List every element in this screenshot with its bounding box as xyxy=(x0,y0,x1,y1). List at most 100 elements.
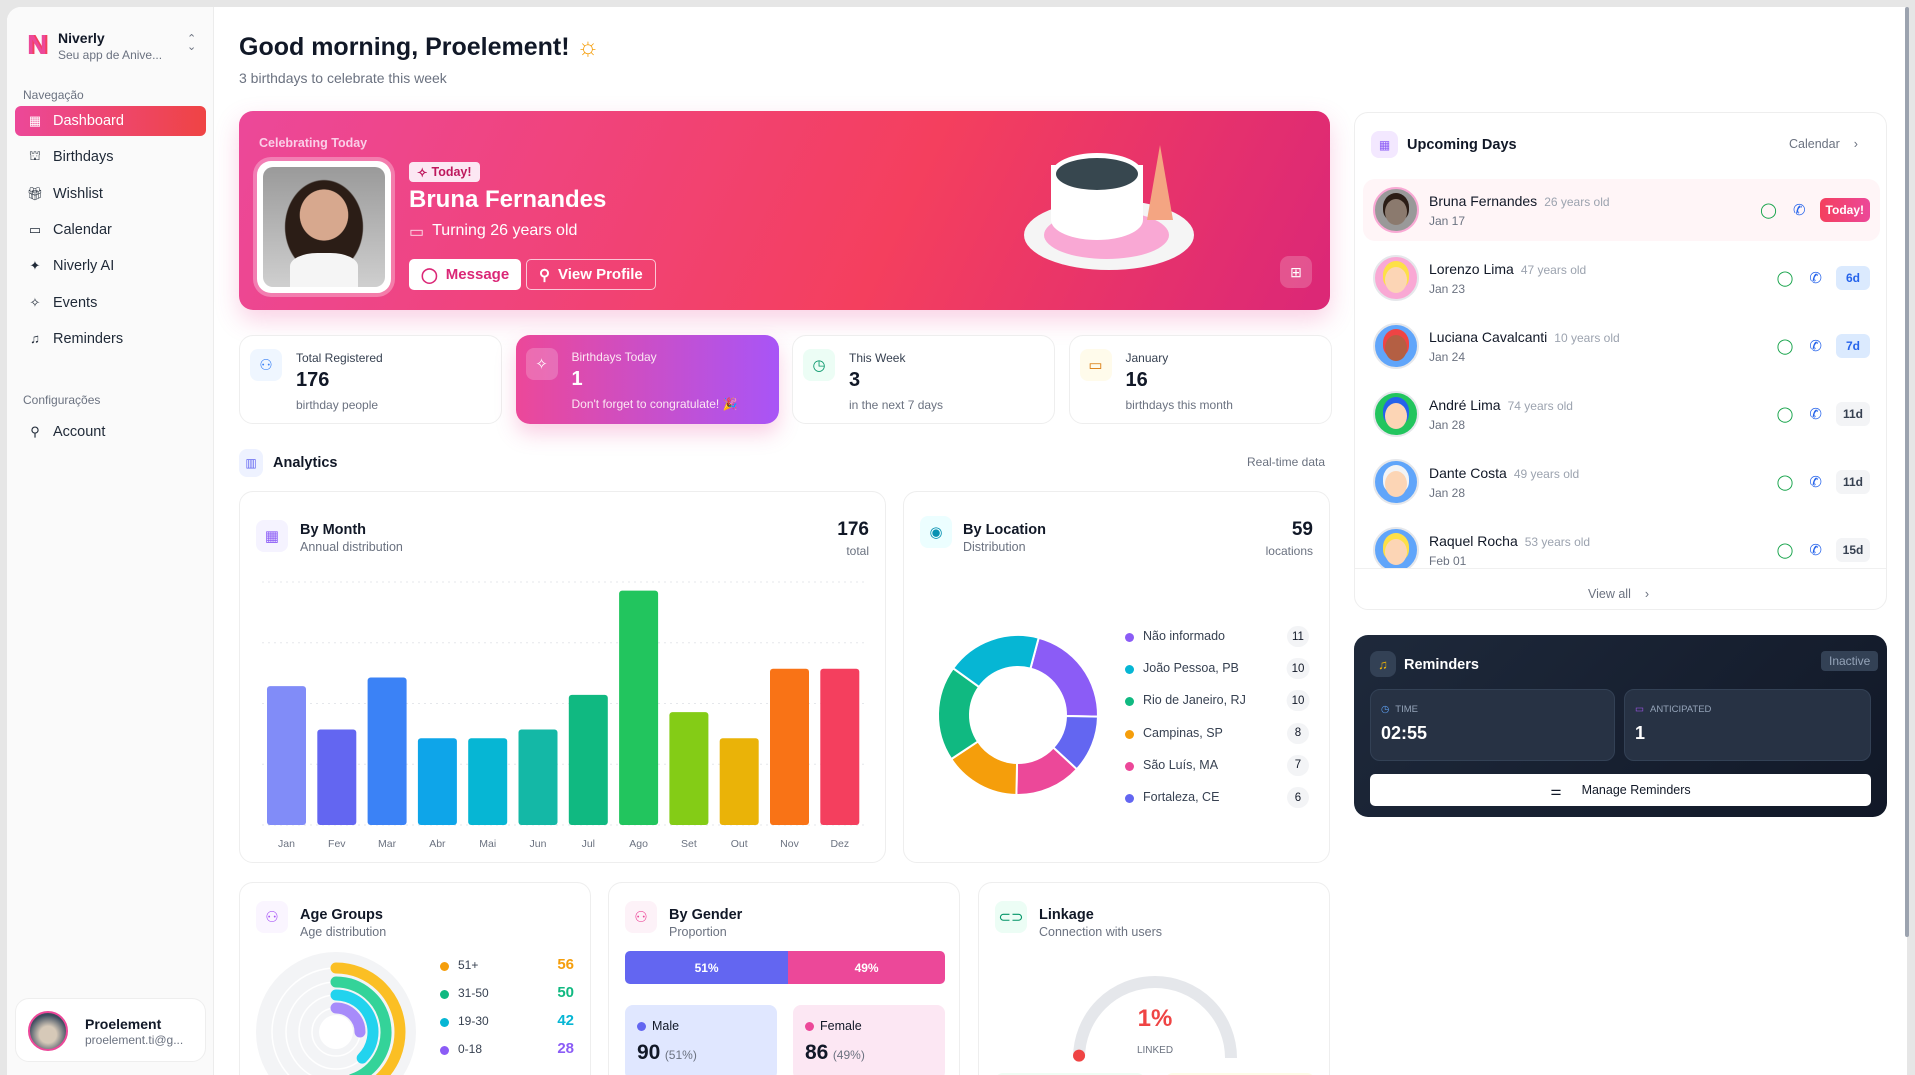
anticipated-stat: ▭ ANTICIPATED 1 xyxy=(1624,689,1871,761)
linked-stat xyxy=(995,1073,1145,1075)
grid-icon: ▦ xyxy=(28,113,42,128)
app-window: N Niverly Seu app de Anive... ⌃ ⌄ Navegaç… xyxy=(7,7,1907,1075)
avatar xyxy=(1373,323,1419,369)
legend-label: Campinas, SP xyxy=(1143,725,1223,740)
phone-icon[interactable]: ✆ xyxy=(1809,474,1822,491)
upcoming-list-item[interactable]: Bruna Fernandes 26 years old Jan 17 ◯ ✆ Today… xyxy=(1363,179,1880,241)
scrollbar[interactable] xyxy=(1905,7,1909,937)
sidebar-item-wishlist[interactable]: 🎁︎ Wishlist xyxy=(15,179,206,209)
x-tick-label: Nov xyxy=(780,838,799,850)
person-date: Jan 17 xyxy=(1429,213,1466,228)
message-circle-icon[interactable]: ◯ xyxy=(1760,202,1777,219)
chart-subtitle: Distribution xyxy=(963,540,1026,554)
person-name: Dante Costa xyxy=(1429,464,1507,481)
person-age: 74 years old xyxy=(1507,398,1573,413)
manage-reminders-button[interactable]: ⚌ Manage Reminders xyxy=(1370,774,1871,806)
sidebar-item-birthdays[interactable]: ⛫ Birthdays xyxy=(15,142,206,172)
message-circle-icon[interactable]: ◯ xyxy=(1776,542,1794,559)
sidebar-item-niverly-ai[interactable]: ✦ Niverly AI xyxy=(15,251,206,281)
chart-title: Age Groups xyxy=(300,907,383,923)
bar-jan xyxy=(267,686,306,825)
chart-total: 176 xyxy=(837,519,869,540)
phone-icon[interactable]: ✆ xyxy=(1809,542,1822,559)
legend-dot xyxy=(440,1046,449,1055)
upcoming-list-item[interactable]: Luciana Cavalcanti 10 years old Jan 24 ◯ ✆ 7d xyxy=(1363,315,1880,377)
user-icon: ⚲ xyxy=(30,424,40,439)
message-circle-icon[interactable]: ◯ xyxy=(1776,474,1794,491)
legend-dot xyxy=(1125,794,1134,803)
gift-icon[interactable]: ⊞ xyxy=(1280,256,1312,288)
legend-dot xyxy=(1125,633,1134,642)
avatar xyxy=(1373,255,1419,301)
days-until-badge: 6d xyxy=(1836,266,1870,290)
stat-value: 1 xyxy=(571,368,583,390)
legend-label: 19-30 xyxy=(458,1014,489,1028)
by-month-bar-chart: Jan Fev Mar Abr Mai Jun Jul Ago Set Out Nov Dez xyxy=(262,581,865,850)
avatar xyxy=(1373,391,1419,437)
nav-section-label: Navegação xyxy=(23,88,84,102)
sliders-icon: ⚌ xyxy=(1550,783,1562,798)
upcoming-list[interactable]: Bruna Fernandes 26 years old Jan 17 ◯ ✆ Today… xyxy=(1355,179,1886,568)
upcoming-days-card: ▦ Upcoming Days Calendar › Bruna Fernande… xyxy=(1354,112,1887,610)
chart-total-label: locations xyxy=(1265,544,1313,558)
upcoming-list-item[interactable]: Lorenzo Lima 47 years old Jan 23 ◯ ✆ 6d xyxy=(1363,247,1880,309)
avatar xyxy=(1373,459,1419,505)
x-tick-label: Dez xyxy=(830,838,849,850)
chart-subtitle: Annual distribution xyxy=(300,540,403,554)
upcoming-list-item[interactable]: André Lima 74 years old Jan 28 ◯ ✆ 11d xyxy=(1363,383,1880,445)
stat-label: January xyxy=(1125,351,1169,365)
workspace-switcher[interactable]: N Niverly Seu app de Anive... ⌃ ⌄ xyxy=(21,21,201,65)
person-name: Bruna Fernandes xyxy=(1429,192,1538,209)
linkage-card: ⊂⊃ Linkage Connection with users 1% LINK… xyxy=(978,882,1330,1075)
x-tick-label: Mai xyxy=(479,838,496,850)
users-icon: ⚇ xyxy=(250,349,282,381)
bar-nov xyxy=(770,668,809,825)
radial-bar-31-50 xyxy=(330,976,392,1075)
upcoming-list-item[interactable]: Dante Costa 49 years old Jan 28 ◯ ✆ 11d xyxy=(1363,451,1880,513)
legend-value: 42 xyxy=(557,1012,574,1029)
sidebar-item-label: Dashboard xyxy=(53,113,124,129)
message-button[interactable]: ◯ Message xyxy=(409,259,522,290)
user-profile-card[interactable]: Proelement proelement.ti@g... xyxy=(15,998,206,1062)
legend-label: 31-50 xyxy=(458,986,489,1000)
message-circle-icon[interactable]: ◯ xyxy=(1776,338,1794,355)
birthday-cake-illustration xyxy=(1019,145,1199,270)
phone-icon[interactable]: ✆ xyxy=(1809,338,1822,355)
legend-count: 11 xyxy=(1287,626,1309,647)
message-circle-icon: ◯ xyxy=(421,266,438,284)
message-circle-icon[interactable]: ◯ xyxy=(1776,406,1794,423)
party-popper-icon: ✧ xyxy=(417,165,428,180)
card-title: Upcoming Days xyxy=(1407,137,1517,153)
radial-bar-0-18 xyxy=(330,1002,366,1038)
avatar xyxy=(28,1011,68,1051)
sun-icon: ☼ xyxy=(576,33,600,61)
message-circle-icon[interactable]: ◯ xyxy=(1776,270,1794,287)
sidebar-item-label: Birthdays xyxy=(53,149,114,166)
legend-dot xyxy=(440,1018,449,1027)
gauge-track xyxy=(1073,976,1237,1059)
sidebar-item-calendar[interactable]: ▭ Calendar xyxy=(15,215,206,245)
view-profile-button[interactable]: ⚲ View Profile xyxy=(526,259,656,290)
sidebar-item-account[interactable]: ⚲ Account xyxy=(15,417,206,447)
celebrant-photo xyxy=(257,161,391,293)
stat-sub: birthdays this month xyxy=(1125,398,1233,412)
male-stat: Male 90 (51%) xyxy=(625,1005,777,1075)
legend-count: 10 xyxy=(1286,658,1310,680)
radial-bar-19-30 xyxy=(330,989,379,1064)
view-all-link[interactable]: View all › xyxy=(1588,587,1650,601)
female-stat: Female 86 (49%) xyxy=(793,1005,945,1075)
person-age: 10 years old xyxy=(1554,330,1620,345)
phone-icon[interactable]: ✆ xyxy=(1809,406,1822,423)
stat-sub: birthday people xyxy=(296,398,379,412)
calendar-link[interactable]: Calendar › xyxy=(1789,137,1858,151)
linkage-gauge xyxy=(1073,976,1237,1062)
phone-icon[interactable]: ✆ xyxy=(1809,270,1822,287)
sidebar-item-events[interactable]: ✧ Events xyxy=(15,288,206,318)
sidebar-item-reminders[interactable]: ♫ Reminders xyxy=(15,324,206,354)
x-tick-label: Out xyxy=(731,838,748,850)
sidebar-item-dashboard[interactable]: ▦ Dashboard xyxy=(15,106,206,136)
phone-icon[interactable]: ✆ xyxy=(1792,202,1806,219)
stat-card: ◷ This Week 3 in the next 7 days xyxy=(792,335,1055,424)
legend-label: São Luís, MA xyxy=(1143,757,1219,772)
upcoming-list-item[interactable]: Raquel Rocha 53 years old Feb 01 ◯ ✆ 15d xyxy=(1363,519,1880,568)
